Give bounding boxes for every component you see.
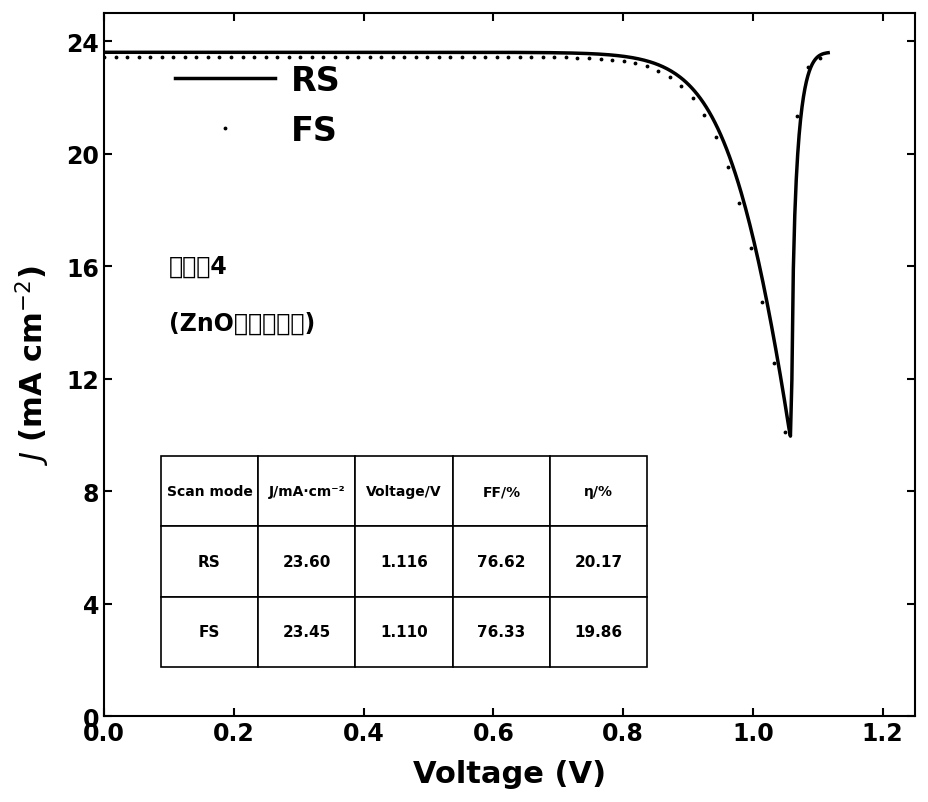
Text: 实施入4: 实施入4 [169, 255, 227, 279]
RS [784, 431, 795, 441]
Y-axis label: $J$ (mA cm$^{-2}$): $J$ (mA cm$^{-2}$) [14, 265, 52, 465]
Line: FS: FS [101, 55, 826, 435]
FS [445, 53, 456, 63]
RS [806, 60, 817, 70]
RS [98, 48, 110, 58]
FS [440, 53, 451, 63]
FS [487, 53, 498, 63]
RS [691, 91, 702, 100]
FS [818, 53, 829, 63]
RS [490, 48, 501, 58]
FS [779, 428, 790, 438]
FS [688, 96, 699, 106]
FS [98, 53, 110, 63]
X-axis label: Voltage (V): Voltage (V) [413, 759, 605, 788]
RS [529, 49, 540, 59]
RS [446, 48, 458, 58]
FS [526, 53, 537, 63]
FS [802, 63, 813, 73]
RS [442, 48, 453, 58]
Text: (ZnO经硫脺处理): (ZnO经硫脺处理) [169, 311, 315, 335]
Legend: RS, FS: RS, FS [161, 51, 354, 160]
Line: RS: RS [104, 53, 827, 436]
RS [821, 49, 832, 59]
